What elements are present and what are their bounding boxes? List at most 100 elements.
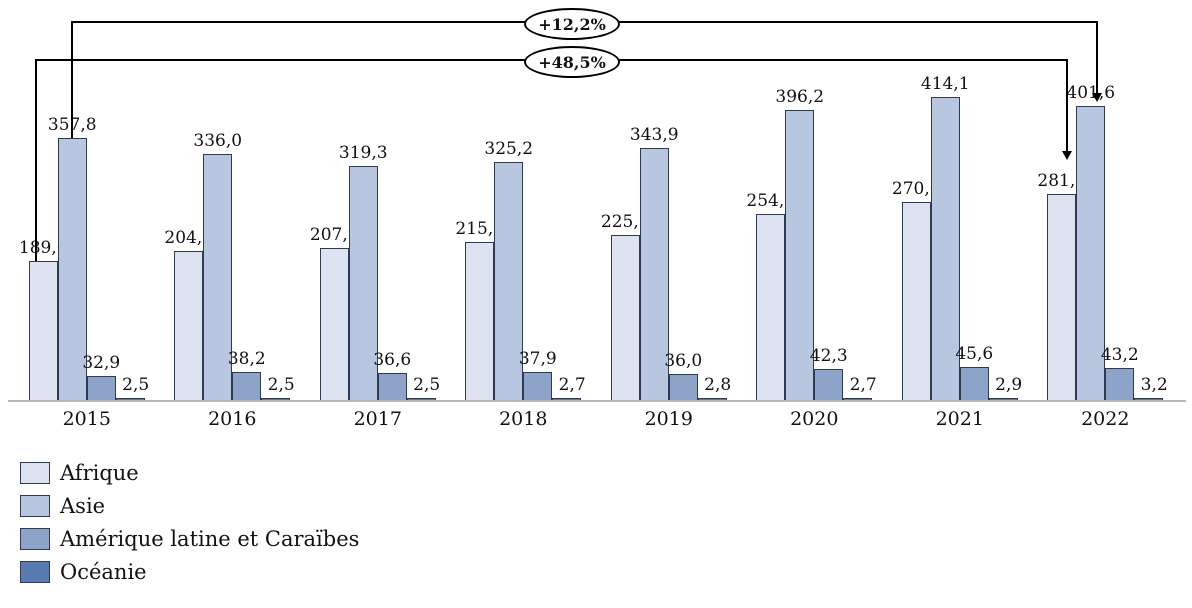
barwrap: 396,2 <box>775 87 824 400</box>
bar-value-label: 325,2 <box>484 139 534 159</box>
bar-value-label: 2,7 <box>849 375 877 395</box>
bar-oceanie-2018 <box>552 398 582 400</box>
bar-value-label: 207,9 <box>309 225 359 245</box>
bar-value-label: 281,6 <box>1037 171 1087 191</box>
bar-oceanie-2016 <box>261 398 291 400</box>
legend-item-afrique: Afrique <box>20 460 359 486</box>
year-group-2018: 215,6 325,2 37,9 2,7 <box>451 0 597 400</box>
bar-asie-2018 <box>494 162 524 400</box>
bar-afrique-2022 <box>1047 194 1077 400</box>
barwrap: 3,2 <box>1134 375 1168 400</box>
legend: Afrique Asie Amérique latine et Caraïbes… <box>20 460 359 592</box>
bar-asie-2022 <box>1076 106 1106 400</box>
bar-amerique-latine-et-caraibes-2019 <box>668 374 698 400</box>
bar-amerique-latine-et-caraibes-2016 <box>232 372 262 400</box>
bar-value-label: 43,2 <box>1100 345 1139 365</box>
bar-value-label: 204,1 <box>164 228 214 248</box>
bar-value-label: 32,9 <box>82 353 121 373</box>
legend-label-amerique-latine: Amérique latine et Caraïbes <box>60 527 360 551</box>
barwrap: 336,0 <box>193 131 242 400</box>
legend-item-oceanie: Océanie <box>20 559 359 585</box>
bar-value-label: 254,7 <box>746 191 796 211</box>
bar-value-label: 38,2 <box>227 349 266 369</box>
bar-value-label: 2,5 <box>122 375 150 395</box>
bar-asie-2021 <box>930 97 960 400</box>
bar-asie-2020 <box>785 110 815 400</box>
legend-item-asie: Asie <box>20 493 359 519</box>
barwrap: 32,9 <box>82 353 120 400</box>
bar-amerique-latine-et-caraibes-2018 <box>523 372 553 400</box>
barwrap: 36,6 <box>373 350 411 400</box>
year-group-2016: 204,1 336,0 38,2 2,5 <box>160 0 306 400</box>
bar-amerique-latine-et-caraibes-2015 <box>86 376 116 400</box>
bar-value-label: 2,5 <box>267 375 295 395</box>
plot-area: 189,6 357,8 32,9 2,5 204,1 336,0 38,2 2,5 207,9 3… <box>14 0 1178 400</box>
x-axis-label-2020: 2020 <box>790 408 839 430</box>
legend-swatch-amerique-latine <box>20 528 50 550</box>
bar-value-label: 45,6 <box>955 344 994 364</box>
barwrap: 319,3 <box>339 143 388 400</box>
bar-value-label: 414,1 <box>920 74 970 94</box>
bar-value-label: 36,6 <box>373 350 412 370</box>
bar-value-label: 225,1 <box>600 212 650 232</box>
year-group-2019: 225,1 343,9 36,0 2,8 <box>596 0 742 400</box>
bar-value-label: 37,9 <box>518 349 557 369</box>
barwrap: 36,0 <box>664 351 702 400</box>
barwrap: 204,1 <box>164 228 213 400</box>
barwrap: 325,2 <box>484 139 533 400</box>
bar-asie-2016 <box>203 154 233 400</box>
barwrap: 45,6 <box>955 344 993 400</box>
x-axis-label-2017: 2017 <box>353 408 402 430</box>
barwrap: 42,3 <box>810 346 848 400</box>
bar-value-label: 3,2 <box>1140 375 1168 395</box>
bar-afrique-2020 <box>756 214 786 400</box>
bar-value-label: 189,6 <box>18 238 68 258</box>
barwrap: 2,5 <box>261 375 295 400</box>
bar-oceanie-2020 <box>843 398 873 400</box>
legend-item-amerique-latine: Amérique latine et Caraïbes <box>20 526 359 552</box>
barwrap: 343,9 <box>630 125 679 400</box>
bar-oceanie-2021 <box>988 398 1018 400</box>
barwrap: 37,9 <box>519 349 557 400</box>
barwrap: 2,9 <box>988 375 1022 400</box>
barwrap: 414,1 <box>921 74 970 400</box>
legend-swatch-oceanie <box>20 561 50 583</box>
bar-afrique-2018 <box>465 242 495 400</box>
bar-value-label: 336,0 <box>193 131 243 151</box>
year-group-2017: 207,9 319,3 36,6 2,5 <box>305 0 451 400</box>
x-axis-label-2015: 2015 <box>62 408 111 430</box>
bar-value-label: 36,0 <box>664 351 703 371</box>
x-axis-label-2018: 2018 <box>499 408 548 430</box>
x-axis-line <box>8 400 1186 402</box>
bar-value-label: 215,6 <box>455 219 505 239</box>
bar-amerique-latine-et-caraibes-2020 <box>814 369 844 400</box>
bar-oceanie-2015 <box>115 398 145 400</box>
bar-amerique-latine-et-caraibes-2017 <box>377 373 407 400</box>
bar-afrique-2016 <box>174 251 204 400</box>
barwrap: 2,8 <box>697 375 731 400</box>
bar-amerique-latine-et-caraibes-2022 <box>1105 368 1135 400</box>
year-group-2022: 281,6 401,6 43,2 3,2 <box>1033 0 1179 400</box>
bar-afrique-2019 <box>610 235 640 400</box>
x-axis-label-2019: 2019 <box>644 408 693 430</box>
bar-asie-2019 <box>639 148 669 400</box>
year-group-2021: 270,6 414,1 45,6 2,9 <box>887 0 1033 400</box>
barwrap: 189,6 <box>19 238 68 400</box>
bar-value-label: 42,3 <box>809 346 848 366</box>
legend-label-afrique: Afrique <box>60 461 139 485</box>
barwrap: 215,6 <box>455 219 504 400</box>
bar-oceanie-2019 <box>697 398 727 400</box>
x-axis-label-2022: 2022 <box>1081 408 1130 430</box>
x-axis-label-2016: 2016 <box>208 408 257 430</box>
barwrap: 2,7 <box>843 375 877 400</box>
legend-label-asie: Asie <box>60 494 106 518</box>
bar-value-label: 357,8 <box>47 115 97 135</box>
bar-amerique-latine-et-caraibes-2021 <box>959 367 989 400</box>
bar-value-label: 2,7 <box>558 375 586 395</box>
year-group-2020: 254,7 396,2 42,3 2,7 <box>742 0 888 400</box>
bar-asie-2015 <box>57 138 87 400</box>
barwrap: 401,6 <box>1066 83 1115 400</box>
bar-oceanie-2017 <box>406 398 436 400</box>
bar-asie-2017 <box>348 166 378 400</box>
bar-value-label: 2,9 <box>995 375 1023 395</box>
